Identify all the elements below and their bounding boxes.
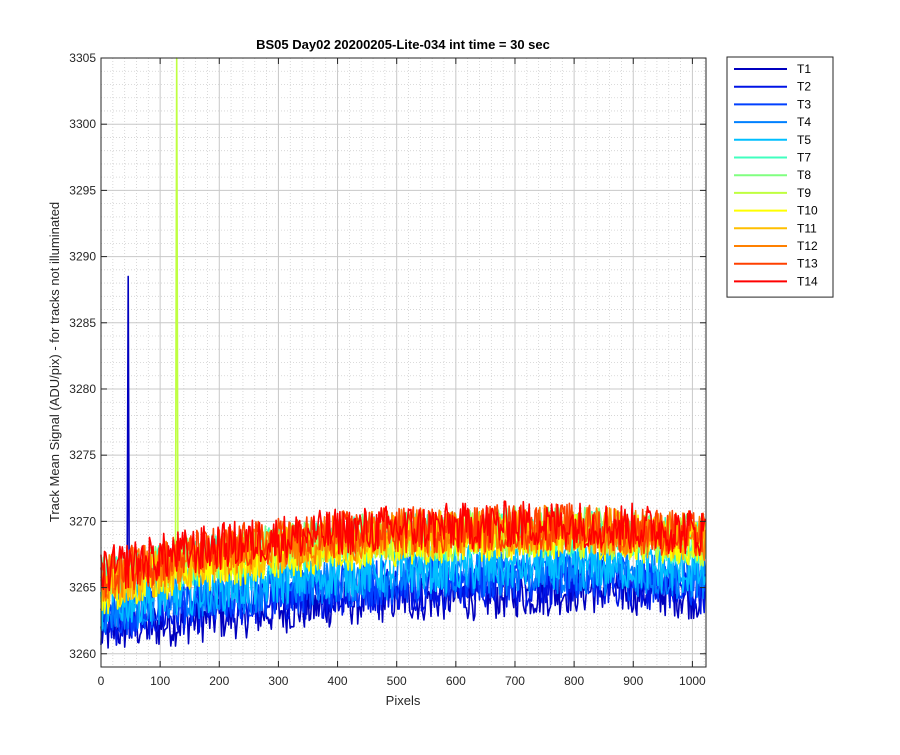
legend-entry: T13: [797, 257, 818, 271]
x-tick-label: 0: [98, 674, 105, 688]
x-tick-label: 1000: [679, 674, 706, 688]
plot-frame: [100, 57, 707, 668]
x-tick-label: 700: [505, 674, 525, 688]
y-tick-label: 3275: [69, 448, 96, 462]
x-tick-label: 200: [209, 674, 229, 688]
legend-entry: T10: [797, 204, 818, 218]
x-tick-label: 100: [150, 674, 170, 688]
axes: 3260 3265 3270 3275 3280 3285 3290 3295 3300 3305…: [69, 51, 706, 688]
x-tick-label: 900: [623, 674, 643, 688]
y-tick-label: 3280: [69, 382, 96, 396]
chart-title: BS05 Day02 20200205-Lite-034 int time = …: [256, 37, 550, 52]
legend-box: [726, 56, 834, 298]
y-tick-label: 3265: [69, 581, 96, 595]
x-tick-label: 400: [328, 674, 348, 688]
y-tick-label: 3285: [69, 316, 96, 330]
y-tick-label: 3305: [69, 51, 96, 65]
y-axis-label: Track Mean Signal (ADU/pix) - for tracks…: [47, 202, 62, 522]
x-tick-label: 500: [387, 674, 407, 688]
series-line-t2: [100, 557, 707, 646]
series-line-t14: [100, 500, 707, 592]
y-tick-label: 3270: [69, 514, 96, 528]
x-tick-label: 600: [446, 674, 466, 688]
y-tick-label: 3300: [69, 117, 96, 131]
legend-entry: T3: [797, 97, 811, 111]
x-tick-label: 800: [564, 674, 584, 688]
legend-entry: T7: [797, 151, 811, 165]
y-tick-label: 3295: [69, 183, 96, 197]
legend: T1 T2 T3 T4 T5 T7 T8 T9 T10 T11 T12 T13 T14: [726, 56, 834, 298]
legend-entry: T2: [797, 80, 811, 94]
x-tick-label: 300: [268, 674, 288, 688]
legend-entry: T12: [797, 239, 818, 253]
y-tick-label: 3290: [69, 250, 96, 264]
legend-entry: T5: [797, 133, 811, 147]
legend-entry: T4: [797, 115, 811, 129]
series-layer: [100, 57, 707, 649]
legend-entry: T14: [797, 274, 818, 288]
y-tick-label: 3260: [69, 647, 96, 661]
series-line-t4: [100, 546, 707, 633]
legend-entry: T8: [797, 168, 811, 182]
legend-entry: T9: [797, 186, 811, 200]
legend-entry: T1: [797, 62, 811, 76]
legend-entry: T11: [797, 221, 817, 235]
x-axis-label: Pixels: [386, 693, 421, 708]
